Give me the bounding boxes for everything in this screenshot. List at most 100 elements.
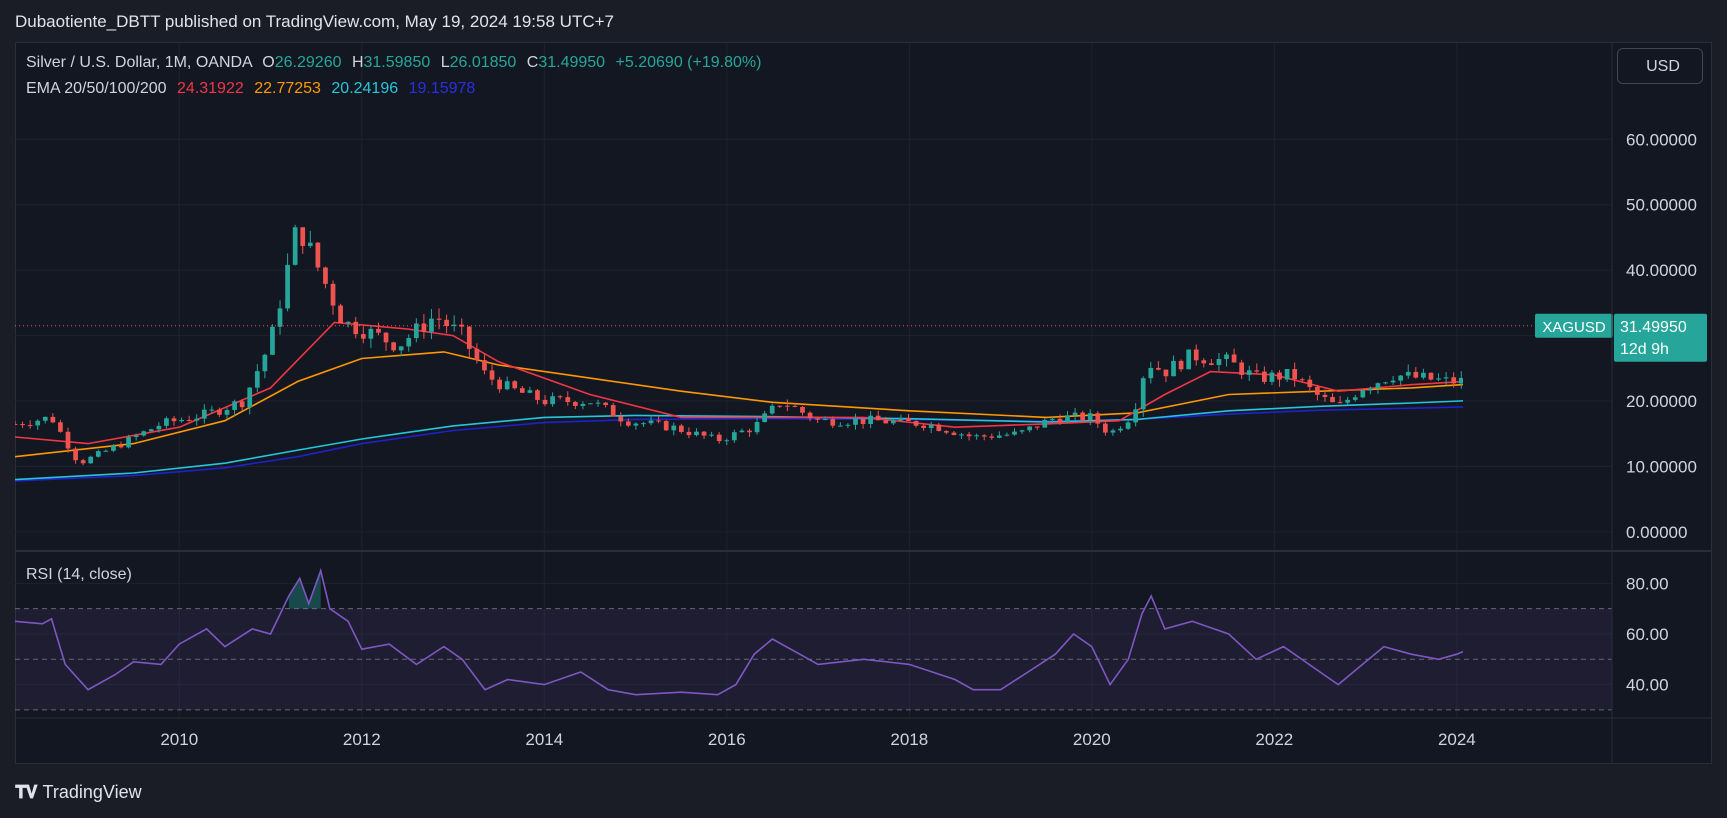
candle-body[interactable]: [671, 425, 677, 431]
candle-body[interactable]: [678, 425, 684, 432]
candle-body[interactable]: [368, 328, 374, 339]
candle-body[interactable]: [656, 420, 661, 422]
candle-body[interactable]: [1254, 370, 1260, 372]
candle-body[interactable]: [413, 323, 419, 339]
candle-body[interactable]: [625, 421, 631, 426]
candle-body[interactable]: [1004, 434, 1010, 436]
candle-body[interactable]: [1072, 412, 1078, 416]
candle-body[interactable]: [989, 436, 995, 438]
candle-body[interactable]: [633, 423, 639, 426]
candle-body[interactable]: [974, 435, 980, 437]
candle-body[interactable]: [474, 348, 480, 361]
last-candle-body[interactable]: [1497, 326, 1502, 360]
candle-body[interactable]: [156, 425, 162, 430]
candle-body[interactable]: [1421, 372, 1426, 378]
candle-body[interactable]: [1390, 380, 1396, 383]
candle-body[interactable]: [133, 435, 139, 438]
candle-body[interactable]: [232, 401, 237, 411]
candle-body[interactable]: [1133, 409, 1139, 423]
candle-body[interactable]: [330, 283, 336, 306]
candle-body[interactable]: [890, 420, 896, 424]
candle-body[interactable]: [913, 421, 919, 426]
candle-body[interactable]: [1224, 354, 1229, 360]
candle-body[interactable]: [1125, 422, 1131, 429]
candle-body[interactable]: [50, 416, 56, 423]
candle-body[interactable]: [815, 418, 820, 420]
candle-body[interactable]: [179, 420, 184, 422]
candle-body[interactable]: [1345, 399, 1351, 403]
candle-body[interactable]: [898, 417, 904, 421]
candle-body[interactable]: [1443, 377, 1449, 379]
candle-body[interactable]: [164, 418, 169, 426]
candle-body[interactable]: [1087, 413, 1093, 421]
candle-body[interactable]: [572, 402, 578, 406]
candle-body[interactable]: [194, 418, 200, 421]
candle-body[interactable]: [754, 422, 760, 433]
candle-body[interactable]: [1474, 358, 1479, 377]
candle-body[interactable]: [1284, 369, 1290, 380]
candle-body[interactable]: [1383, 382, 1388, 384]
candle-body[interactable]: [1216, 359, 1222, 366]
candle-body[interactable]: [1413, 371, 1419, 378]
candle-body[interactable]: [1375, 383, 1381, 389]
candle-body[interactable]: [88, 456, 94, 464]
candle-body[interactable]: [883, 420, 889, 424]
candle-body[interactable]: [1360, 390, 1366, 398]
candle-body[interactable]: [429, 318, 434, 332]
candle-body[interactable]: [307, 242, 313, 246]
candle-body[interactable]: [550, 396, 555, 405]
candle-body[interactable]: [966, 434, 972, 437]
candle-body[interactable]: [731, 432, 737, 441]
candle-body[interactable]: [58, 422, 63, 432]
candle-body[interactable]: [489, 370, 495, 380]
candle-body[interactable]: [724, 440, 730, 442]
candle-body[interactable]: [1118, 428, 1123, 431]
candle-body[interactable]: [1337, 402, 1343, 404]
candle-body[interactable]: [588, 403, 593, 405]
candle-body[interactable]: [1352, 397, 1358, 400]
candle-body[interactable]: [353, 321, 359, 335]
candle-body[interactable]: [784, 405, 790, 407]
candle-body[interactable]: [391, 342, 396, 351]
candle-body[interactable]: [709, 434, 714, 436]
candle-body[interactable]: [300, 227, 306, 246]
candle-body[interactable]: [103, 450, 109, 452]
candle-body[interactable]: [1292, 369, 1298, 380]
candle-body[interactable]: [209, 409, 215, 411]
candle-body[interactable]: [482, 360, 487, 371]
candle-body[interactable]: [1110, 430, 1116, 433]
candle-body[interactable]: [95, 451, 101, 457]
candle-body[interactable]: [118, 445, 124, 448]
candle-body[interactable]: [111, 445, 116, 451]
candle-body[interactable]: [648, 420, 654, 424]
candle-body[interactable]: [345, 321, 351, 324]
candle-body[interactable]: [247, 387, 253, 408]
candle-body[interactable]: [315, 242, 321, 268]
candle-body[interactable]: [1080, 412, 1086, 421]
candle-body[interactable]: [1262, 371, 1267, 382]
candle-body[interactable]: [747, 430, 752, 433]
candle-body[interactable]: [42, 416, 48, 421]
candle-body[interactable]: [641, 423, 646, 425]
candle-body[interactable]: [694, 431, 699, 436]
candle-body[interactable]: [451, 324, 457, 327]
candle-body[interactable]: [254, 371, 260, 388]
candle-body[interactable]: [868, 415, 873, 424]
candle-body[interactable]: [519, 388, 525, 393]
candle-body[interactable]: [239, 401, 245, 408]
candle-body[interactable]: [1482, 351, 1487, 358]
candle-body[interactable]: [921, 425, 926, 429]
candle-body[interactable]: [73, 448, 78, 461]
candle-body[interactable]: [557, 396, 563, 398]
candle-body[interactable]: [148, 429, 154, 432]
candle-body[interactable]: [1315, 387, 1320, 395]
candle-body[interactable]: [1209, 363, 1214, 366]
candle-body[interactable]: [936, 424, 942, 432]
candle-body[interactable]: [285, 264, 290, 309]
candle-body[interactable]: [504, 381, 510, 390]
candle-body[interactable]: [1322, 394, 1328, 397]
candle-body[interactable]: [701, 431, 707, 436]
candle-body[interactable]: [580, 403, 586, 406]
candle-body[interactable]: [527, 390, 533, 393]
